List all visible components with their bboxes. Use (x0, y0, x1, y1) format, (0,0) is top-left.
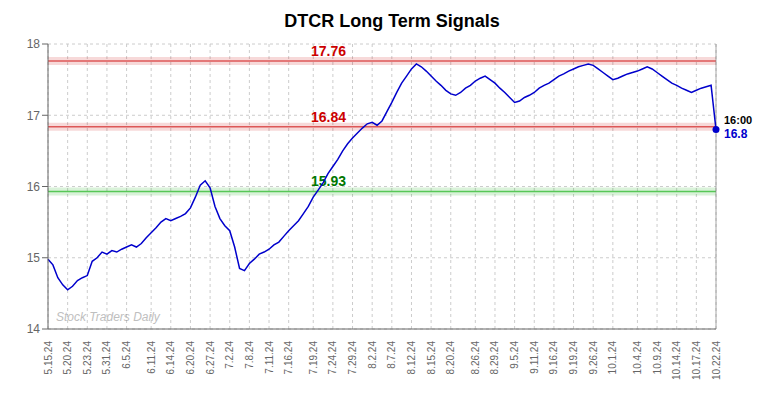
svg-text:9.16.24: 9.16.24 (548, 341, 559, 375)
svg-text:7.19.24: 7.19.24 (308, 341, 319, 375)
svg-text:15.93: 15.93 (311, 173, 346, 189)
svg-text:6.20.24: 6.20.24 (185, 341, 196, 375)
svg-text:9.19.24: 9.19.24 (568, 341, 579, 375)
svg-text:9.11.24: 9.11.24 (529, 341, 540, 374)
svg-text:10.1.24: 10.1.24 (607, 341, 618, 375)
svg-text:9.5.24: 9.5.24 (509, 341, 520, 369)
svg-text:17: 17 (27, 109, 41, 123)
svg-text:6.27.24: 6.27.24 (205, 341, 216, 375)
svg-text:7.24.24: 7.24.24 (327, 341, 338, 375)
svg-text:10.14.24: 10.14.24 (671, 341, 682, 380)
svg-text:8.2.24: 8.2.24 (367, 341, 378, 369)
svg-text:7.11.24: 7.11.24 (264, 341, 275, 374)
svg-text:10.17.24: 10.17.24 (691, 341, 702, 380)
svg-text:6.14.24: 6.14.24 (165, 341, 176, 375)
svg-text:6.11.24: 6.11.24 (146, 341, 157, 374)
svg-text:15: 15 (27, 251, 41, 265)
svg-text:7.8.24: 7.8.24 (244, 341, 255, 369)
svg-text:6.5.24: 6.5.24 (121, 341, 132, 369)
svg-text:7.16.24: 7.16.24 (283, 341, 294, 375)
svg-text:5.31.24: 5.31.24 (101, 341, 112, 375)
svg-text:Stock Traders Daily: Stock Traders Daily (56, 310, 161, 324)
svg-text:16:00: 16:00 (724, 114, 752, 126)
svg-text:9.26.24: 9.26.24 (588, 341, 599, 375)
svg-text:8.12.24: 8.12.24 (406, 341, 417, 375)
svg-text:10.4.24: 10.4.24 (632, 341, 643, 375)
svg-text:5.23.24: 5.23.24 (82, 341, 93, 375)
svg-text:7.29.24: 7.29.24 (347, 341, 358, 375)
svg-text:16.84: 16.84 (311, 109, 346, 125)
svg-text:8.20.24: 8.20.24 (445, 341, 456, 375)
svg-text:5.15.24: 5.15.24 (43, 341, 54, 375)
svg-text:18: 18 (27, 37, 41, 51)
svg-text:17.76: 17.76 (311, 43, 346, 59)
svg-text:10.9.24: 10.9.24 (652, 341, 663, 375)
svg-text:7.2.24: 7.2.24 (224, 341, 235, 369)
svg-text:16.8: 16.8 (724, 127, 748, 141)
svg-text:8.29.24: 8.29.24 (489, 341, 500, 375)
svg-text:16: 16 (27, 180, 41, 194)
svg-text:8.7.24: 8.7.24 (386, 341, 397, 369)
svg-text:5.20.24: 5.20.24 (62, 341, 73, 375)
svg-text:8.15.24: 8.15.24 (426, 341, 437, 375)
svg-text:8.26.24: 8.26.24 (470, 341, 481, 375)
svg-text:10.22.24: 10.22.24 (711, 341, 722, 380)
svg-text:14: 14 (27, 322, 41, 336)
html-text:DTCR Long Term Signals: DTCR Long Term Signals (284, 11, 500, 31)
